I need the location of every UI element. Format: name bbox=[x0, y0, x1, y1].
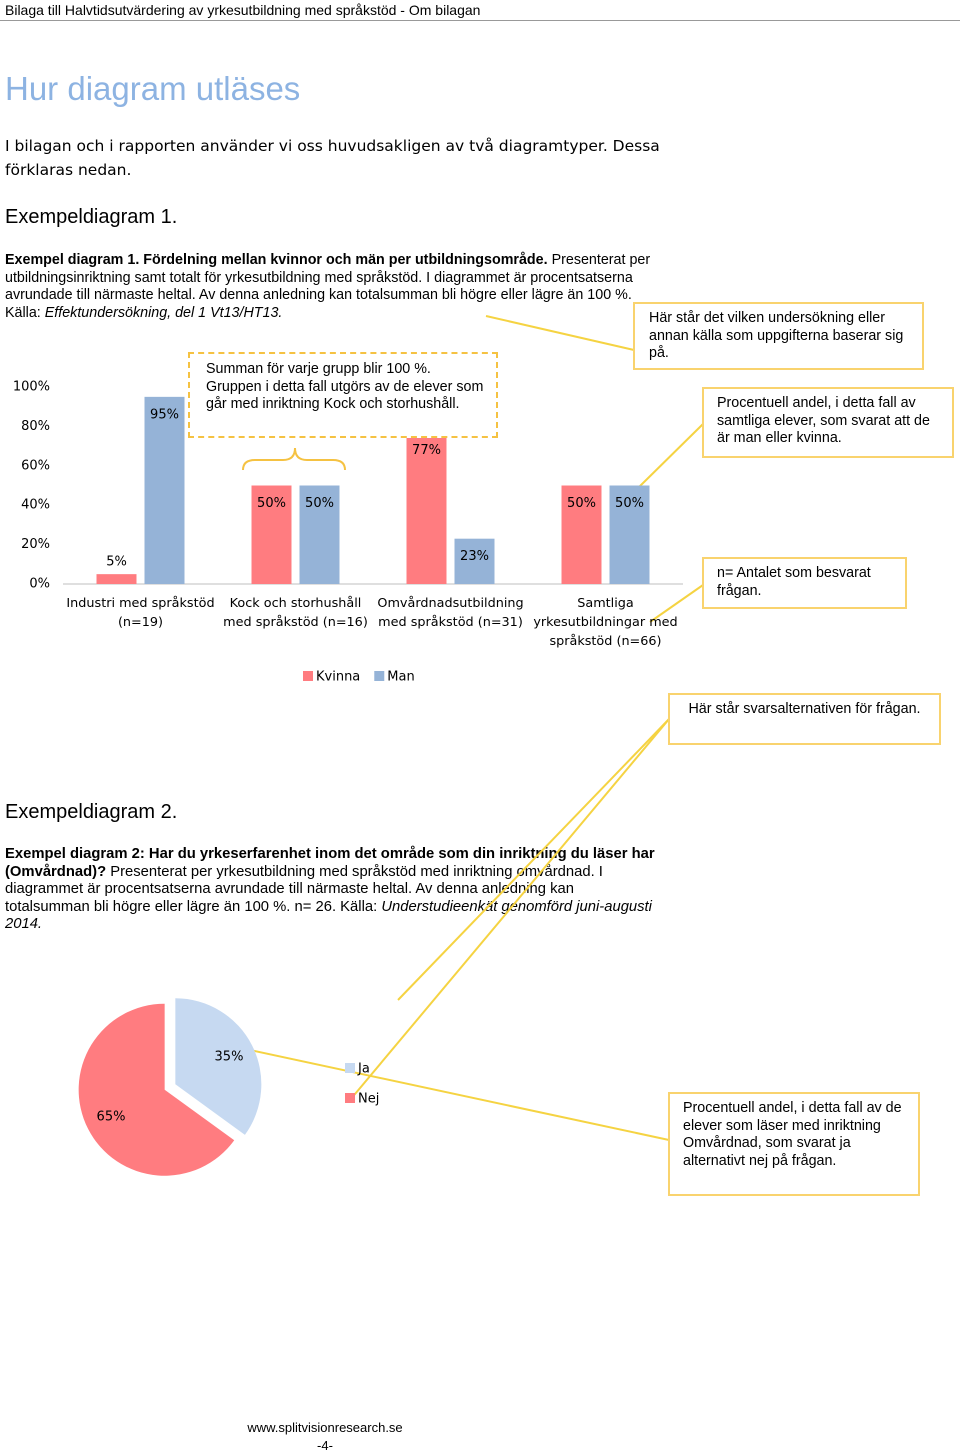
pie-slice bbox=[175, 998, 262, 1135]
callout: Här står svarsalternativen för frågan. bbox=[668, 693, 941, 745]
arrow bbox=[637, 423, 704, 489]
bar bbox=[299, 485, 340, 584]
page-title: Hur diagram utläses bbox=[5, 70, 301, 107]
x-tick-label: Samtliga yrkesutbildningar med språkstöd… bbox=[533, 596, 678, 649]
arrow bbox=[649, 584, 704, 623]
footer-url: www.splitvisionresearch.se bbox=[247, 1420, 403, 1435]
arrow bbox=[397, 717, 671, 1001]
brace bbox=[242, 447, 346, 471]
annotation-arrows bbox=[242, 315, 704, 1141]
page-number: -4- bbox=[317, 1438, 333, 1453]
caption: Exempel diagram 1. Fördelning mellan kvi… bbox=[5, 252, 660, 322]
arrow bbox=[485, 315, 635, 351]
callout: Procentuell andel, i detta fall av samtl… bbox=[702, 387, 954, 458]
bar bbox=[561, 485, 602, 584]
caption-text: Presenterat per yrkesutbildning med språ… bbox=[5, 863, 603, 915]
arrow bbox=[349, 693, 691, 1101]
caption: Exempel diagram 2: Har du yrkeserfarenhe… bbox=[5, 846, 655, 934]
callout: n= Antalet som besvarat frågan. bbox=[702, 557, 907, 609]
y-tick-label: 100% bbox=[13, 380, 50, 395]
bar bbox=[144, 396, 185, 584]
x-tick-label: Omvårdnadsutbildning med språkstöd (n=31… bbox=[377, 596, 524, 630]
x-tick-label: Industri med språkstöd (n=19) bbox=[66, 596, 215, 630]
data-label: 35% bbox=[215, 1049, 244, 1064]
data-label: 50% bbox=[615, 496, 644, 511]
data-label: 50% bbox=[567, 496, 596, 511]
data-label: 50% bbox=[305, 496, 334, 511]
data-label: 50% bbox=[257, 496, 286, 511]
callout: Procentuell andel, i detta fall av de el… bbox=[668, 1092, 920, 1196]
legend-swatch bbox=[374, 671, 385, 681]
bar bbox=[609, 485, 650, 584]
section-heading: Exempeldiagram 1. bbox=[5, 206, 178, 228]
legend-label: Man bbox=[387, 670, 414, 685]
bar bbox=[454, 538, 495, 584]
data-label: 23% bbox=[460, 549, 489, 564]
callout: Summan för varje grupp blir 100 %. Grupp… bbox=[188, 352, 498, 438]
header-rule bbox=[0, 20, 960, 21]
page-header: Bilaga till Halvtidsutvärdering av yrkes… bbox=[5, 2, 481, 18]
section-heading: Exempeldiagram 2. bbox=[5, 801, 178, 823]
caption-source: Effektundersökning, del 1 Vt13/HT13. bbox=[44, 304, 283, 321]
bar bbox=[251, 485, 292, 584]
caption-bold: Exempel diagram 1. Fördelning mellan kvi… bbox=[5, 252, 548, 268]
legend-label: Kvinna bbox=[316, 670, 360, 685]
caption-bold: Exempel diagram 2: Har du yrkeserfarenhe… bbox=[5, 846, 655, 880]
y-tick-label: 0% bbox=[29, 577, 50, 592]
pie-slice bbox=[78, 1003, 235, 1176]
data-label: 77% bbox=[412, 443, 441, 458]
legend-label: Nej bbox=[358, 1092, 379, 1107]
caption-text: Presenterat per utbildningsinriktning sa… bbox=[5, 252, 651, 321]
legend-label: Ja bbox=[357, 1062, 370, 1077]
intro-text: I bilagan och i rapporten använder vi os… bbox=[5, 137, 660, 179]
callout: Här står det vilken undersökning eller a… bbox=[633, 302, 924, 370]
data-label: 65% bbox=[97, 1110, 126, 1125]
y-tick-label: 60% bbox=[21, 458, 50, 473]
caption-source: Understudieenkät genomförd juni-augusti … bbox=[5, 898, 652, 933]
y-tick-label: 80% bbox=[21, 419, 50, 434]
bar bbox=[96, 574, 137, 584]
y-tick-label: 20% bbox=[21, 537, 50, 552]
arrow bbox=[249, 1049, 670, 1141]
legend-swatch bbox=[345, 1093, 355, 1103]
y-tick-label: 40% bbox=[21, 498, 50, 513]
legend-swatch bbox=[345, 1063, 355, 1073]
data-label: 5% bbox=[106, 555, 127, 570]
bar bbox=[406, 432, 447, 584]
x-tick-label: Kock och storhushåll med språkstöd (n=16… bbox=[223, 596, 368, 630]
data-label: 95% bbox=[150, 407, 179, 422]
legend-swatch bbox=[303, 671, 313, 681]
